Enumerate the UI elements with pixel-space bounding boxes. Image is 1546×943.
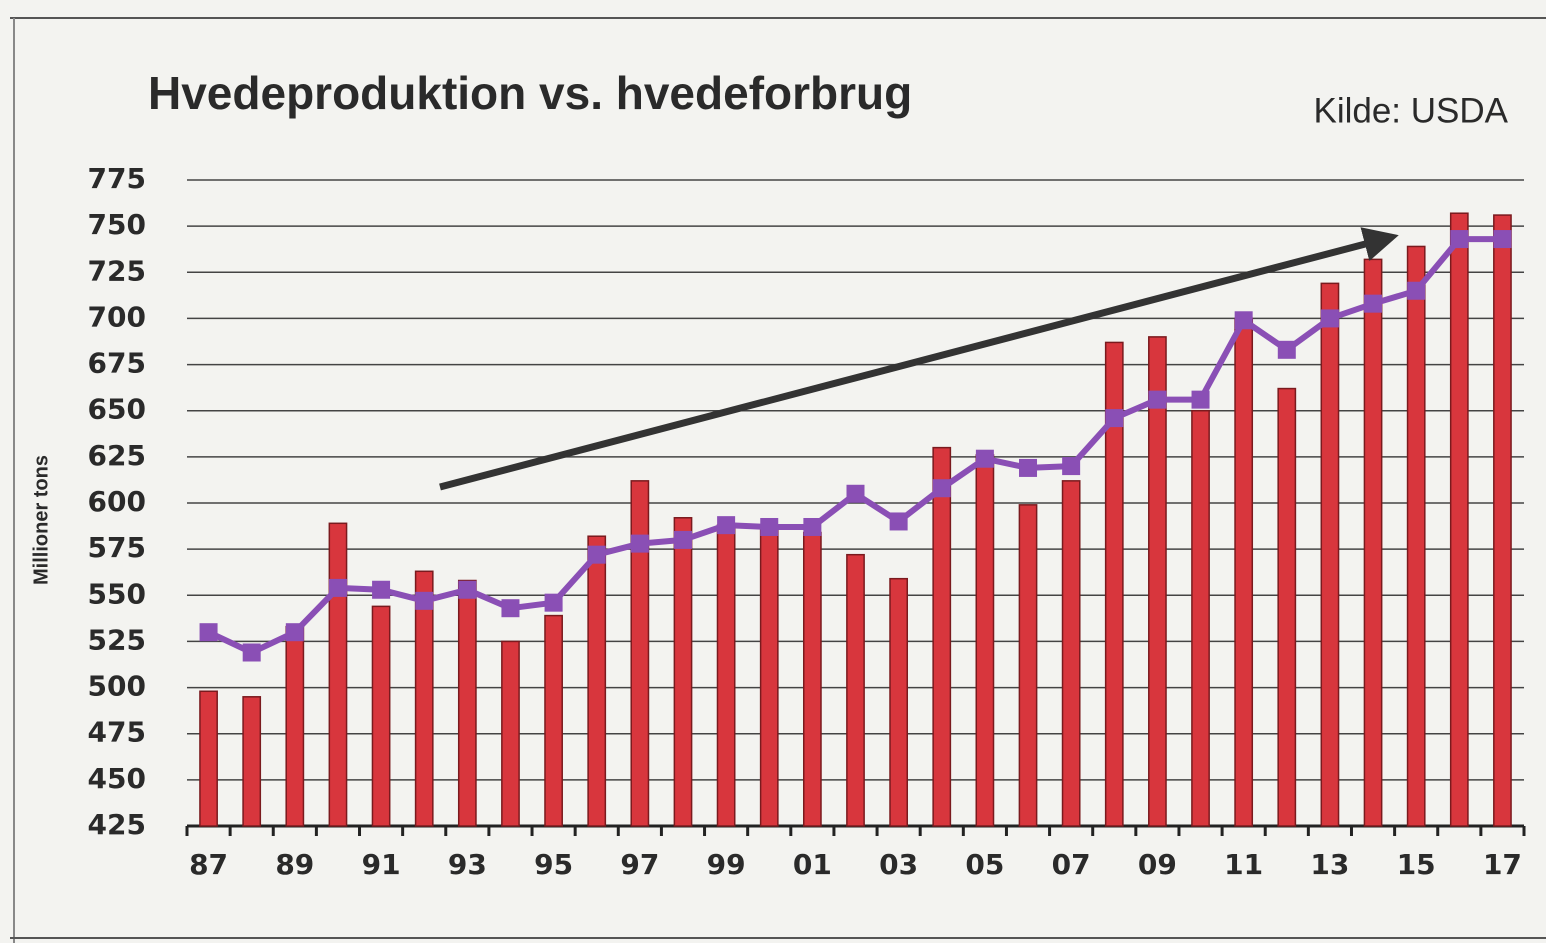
trend-arrow [439, 227, 1399, 491]
y-tick-label: 500 [88, 670, 146, 703]
bar [242, 696, 262, 827]
bar [1018, 504, 1038, 827]
bar [716, 524, 736, 827]
marker [1191, 390, 1210, 409]
marker [242, 643, 261, 662]
marker [372, 580, 391, 599]
y-tick-label: 625 [88, 439, 146, 472]
y-tick-label: 725 [88, 254, 146, 287]
marker [673, 530, 692, 549]
y-tick-label: 525 [88, 623, 146, 656]
marker [328, 578, 347, 597]
marker [846, 484, 865, 503]
bar [1277, 387, 1297, 827]
marker [415, 591, 434, 610]
marker [1277, 340, 1296, 359]
bar [501, 640, 520, 827]
bar [889, 577, 909, 827]
bar [1061, 480, 1081, 827]
bar [932, 446, 952, 827]
marker [501, 599, 520, 618]
bar [673, 517, 693, 827]
x-tick-label: 89 [275, 848, 314, 881]
bar [544, 614, 563, 827]
x-tick-label: 99 [707, 848, 746, 881]
marker [1105, 409, 1124, 428]
marker [1019, 458, 1038, 477]
marker [285, 623, 304, 642]
bar [1148, 336, 1167, 827]
y-tick-label: 550 [88, 577, 146, 610]
marker [975, 449, 994, 468]
marker [1493, 230, 1512, 249]
x-tick-label: 15 [1397, 848, 1436, 881]
chart-title: Hvedeproduktion vs. hvedeforbrug [148, 67, 912, 119]
bar [371, 605, 391, 827]
bar [199, 690, 218, 827]
source: Kilde: USDA [1313, 91, 1508, 130]
y-tick-label: 750 [88, 208, 146, 241]
x-tick-label: 07 [1052, 848, 1091, 881]
marker [1148, 390, 1167, 409]
marker [932, 479, 951, 498]
marker [544, 593, 563, 612]
bar [759, 528, 779, 827]
marker [199, 623, 218, 642]
x-tick-label: 87 [189, 848, 228, 881]
marker [1364, 294, 1383, 313]
y-tick-label: 475 [88, 716, 146, 749]
marker [760, 517, 779, 536]
marker [1450, 230, 1469, 249]
bar [1363, 258, 1383, 827]
x-tick-label: 97 [620, 848, 659, 881]
y-tick-label: 650 [88, 393, 146, 426]
bar [457, 579, 477, 827]
x-tick-label: 05 [965, 848, 1004, 881]
y-tick-label: 450 [88, 762, 146, 795]
bar [1104, 341, 1124, 827]
bar [846, 553, 865, 827]
marker [458, 580, 477, 599]
marker [1234, 311, 1253, 330]
bar [1449, 212, 1469, 827]
bar [975, 454, 995, 827]
x-tick-label: 91 [362, 848, 401, 881]
bar [1320, 282, 1340, 827]
bar [1234, 317, 1254, 827]
x-tick-label: 17 [1483, 848, 1522, 881]
bar [802, 531, 822, 827]
bar [414, 570, 434, 827]
bar [328, 522, 348, 827]
x-tick-label: 93 [448, 848, 487, 881]
bar [1493, 214, 1512, 827]
x-tick-label: 09 [1138, 848, 1177, 881]
x-tick-label: 95 [534, 848, 573, 881]
x-tick-label: 01 [793, 848, 832, 881]
bar [587, 535, 607, 827]
y-tick-label: 675 [88, 347, 146, 380]
y-tick-label: 600 [88, 485, 146, 518]
bar [285, 625, 305, 827]
bar [630, 480, 650, 827]
marker [1320, 309, 1339, 328]
marker [717, 516, 736, 535]
bar [1406, 245, 1426, 827]
y-tick-label: 575 [88, 531, 146, 564]
marker [1062, 457, 1081, 476]
y-tick-label: 700 [88, 300, 146, 333]
marker [630, 534, 649, 553]
bar [1191, 409, 1210, 827]
x-tick-label: 11 [1224, 848, 1263, 881]
plot: 425 450 475 500 525 550 575 600 625 650 675 700 725 7… [88, 162, 1526, 881]
marker [1407, 281, 1426, 300]
x-tick-label: 03 [879, 848, 918, 881]
marker [889, 512, 908, 531]
marker [587, 545, 606, 564]
y-axis-label: Millioner tons [30, 455, 52, 585]
y-tick-label: 775 [88, 162, 146, 195]
y-tick-label: 425 [88, 808, 146, 841]
x-tick-label: 13 [1310, 848, 1349, 881]
marker [803, 517, 822, 536]
